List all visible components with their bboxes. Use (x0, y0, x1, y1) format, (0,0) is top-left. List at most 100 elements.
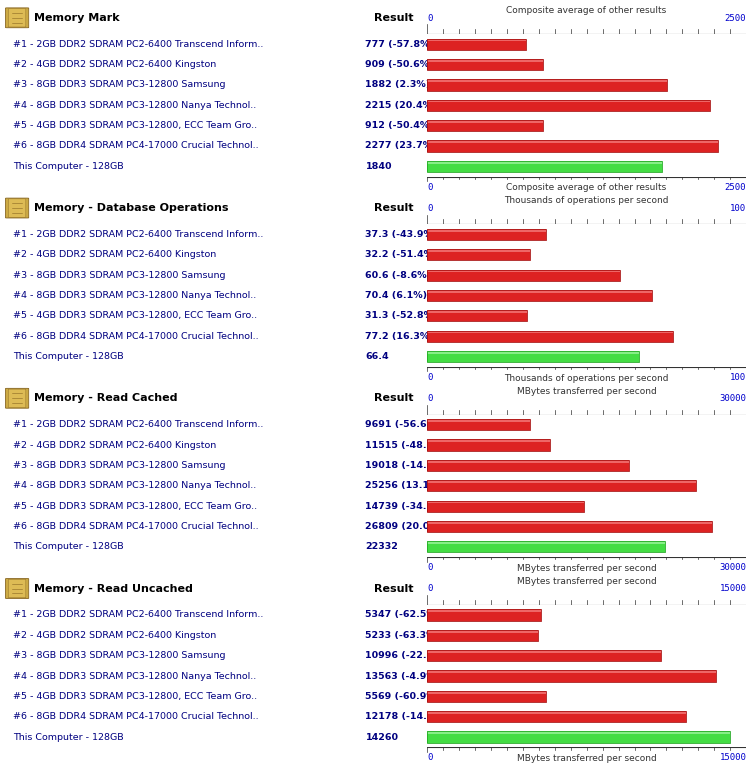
Bar (427, 521, 712, 523)
Text: 9691 (-56.6%): 9691 (-56.6%) (365, 420, 441, 429)
Bar (427, 711, 686, 722)
FancyBboxPatch shape (5, 198, 28, 218)
Bar (427, 351, 639, 354)
Bar (427, 160, 662, 172)
Text: #5 - 4GB DDR3 SDRAM PC3-12800, ECC Team Gro..: #5 - 4GB DDR3 SDRAM PC3-12800, ECC Team … (13, 121, 256, 130)
Text: 0: 0 (427, 183, 432, 192)
FancyBboxPatch shape (5, 8, 28, 28)
Bar (427, 419, 530, 430)
Bar (427, 500, 584, 503)
Text: #3 - 8GB DDR3 SDRAM PC3-12800 Samsung: #3 - 8GB DDR3 SDRAM PC3-12800 Samsung (13, 461, 225, 470)
Bar (427, 670, 716, 673)
Text: #1 - 2GB DDR2 SDRAM PC2-6400 Transcend Inform..: #1 - 2GB DDR2 SDRAM PC2-6400 Transcend I… (13, 610, 263, 620)
Text: 30000: 30000 (719, 563, 746, 572)
Text: #6 - 8GB DDR4 SDRAM PC4-17000 Crucial Technol..: #6 - 8GB DDR4 SDRAM PC4-17000 Crucial Te… (13, 332, 258, 341)
Text: #1 - 2GB DDR2 SDRAM PC2-6400 Transcend Inform..: #1 - 2GB DDR2 SDRAM PC2-6400 Transcend I… (13, 230, 263, 239)
Text: #2 - 4GB DDR2 SDRAM PC2-6400 Kingston: #2 - 4GB DDR2 SDRAM PC2-6400 Kingston (13, 441, 216, 449)
Bar (427, 229, 546, 231)
Bar (427, 160, 662, 163)
Text: #6 - 8GB DDR4 SDRAM PC4-17000 Crucial Technol..: #6 - 8GB DDR4 SDRAM PC4-17000 Crucial Te… (13, 141, 258, 151)
FancyBboxPatch shape (8, 579, 26, 597)
Text: 2215 (20.4%): 2215 (20.4%) (365, 101, 437, 110)
Text: 22332: 22332 (365, 542, 398, 552)
Text: 0: 0 (427, 394, 432, 403)
Text: 19018 (-14.8%): 19018 (-14.8%) (365, 461, 448, 470)
Text: Result: Result (374, 203, 413, 213)
Text: Composite average of other results: Composite average of other results (506, 6, 667, 15)
Bar (427, 610, 541, 620)
Bar (427, 229, 546, 240)
Bar (427, 480, 696, 491)
Bar (427, 39, 526, 50)
Bar (427, 290, 652, 293)
Bar (427, 39, 526, 41)
Bar (427, 731, 730, 734)
Bar (427, 310, 527, 322)
Bar (427, 480, 696, 483)
Bar (427, 120, 544, 131)
Bar (427, 500, 584, 512)
Text: Thousands of operations per second: Thousands of operations per second (504, 374, 669, 383)
Bar (427, 290, 652, 301)
Bar (427, 630, 538, 641)
Bar (427, 99, 710, 102)
Text: 25256 (13.1%): 25256 (13.1%) (365, 481, 443, 490)
Text: Result: Result (374, 393, 413, 403)
Text: 2500: 2500 (724, 14, 746, 23)
Bar (427, 59, 543, 70)
Text: Result: Result (374, 13, 413, 23)
Text: 777 (-57.8%): 777 (-57.8%) (365, 40, 434, 49)
Bar (427, 650, 661, 662)
Bar (427, 419, 530, 430)
Text: #2 - 4GB DDR2 SDRAM PC2-6400 Kingston: #2 - 4GB DDR2 SDRAM PC2-6400 Kingston (13, 631, 216, 639)
Bar (427, 351, 639, 362)
Bar (427, 670, 716, 681)
Text: #3 - 8GB DDR3 SDRAM PC3-12800 Samsung: #3 - 8GB DDR3 SDRAM PC3-12800 Samsung (13, 270, 225, 280)
Bar (427, 630, 538, 641)
Text: 37.3 (-43.9%): 37.3 (-43.9%) (365, 230, 438, 239)
Bar (427, 460, 629, 471)
Text: 0: 0 (427, 204, 432, 213)
Text: #3 - 8GB DDR3 SDRAM PC3-12800 Samsung: #3 - 8GB DDR3 SDRAM PC3-12800 Samsung (13, 80, 225, 89)
Text: This Computer - 128GB: This Computer - 128GB (13, 733, 123, 742)
Bar (427, 650, 661, 662)
Bar (427, 141, 718, 143)
Bar (427, 610, 541, 612)
Text: This Computer - 128GB: This Computer - 128GB (13, 352, 123, 361)
Bar (427, 439, 550, 451)
Text: #6 - 8GB DDR4 SDRAM PC4-17000 Crucial Technol..: #6 - 8GB DDR4 SDRAM PC4-17000 Crucial Te… (13, 712, 258, 721)
Text: 32.2 (-51.4%): 32.2 (-51.4%) (365, 251, 438, 259)
Bar (427, 331, 674, 342)
Bar (427, 79, 668, 83)
Bar (427, 120, 544, 131)
Bar (427, 541, 664, 544)
Text: MBytes transferred per second: MBytes transferred per second (517, 564, 656, 573)
Text: 100: 100 (730, 373, 746, 382)
Text: 2277 (23.7%): 2277 (23.7%) (365, 141, 437, 151)
Text: Thousands of operations per second: Thousands of operations per second (504, 196, 669, 206)
Text: MBytes transferred per second: MBytes transferred per second (517, 577, 656, 586)
FancyBboxPatch shape (8, 199, 26, 217)
Bar (427, 439, 550, 442)
Bar (427, 541, 664, 552)
Text: #2 - 4GB DDR2 SDRAM PC2-6400 Kingston: #2 - 4GB DDR2 SDRAM PC2-6400 Kingston (13, 251, 216, 259)
Text: 14260: 14260 (365, 733, 398, 742)
Text: 0: 0 (427, 753, 432, 762)
Text: #5 - 4GB DDR3 SDRAM PC3-12800, ECC Team Gro..: #5 - 4GB DDR3 SDRAM PC3-12800, ECC Team … (13, 692, 256, 701)
Bar (427, 731, 730, 743)
Text: 5233 (-63.3%): 5233 (-63.3%) (365, 631, 440, 639)
Text: 0: 0 (427, 563, 432, 572)
Text: 0: 0 (427, 14, 432, 23)
Bar (427, 141, 718, 151)
Bar (427, 79, 668, 91)
Text: 2500: 2500 (724, 183, 746, 192)
Bar (427, 120, 544, 123)
Bar (427, 670, 716, 681)
Bar (427, 99, 710, 111)
Text: #4 - 8GB DDR3 SDRAM PC3-12800 Nanya Technol..: #4 - 8GB DDR3 SDRAM PC3-12800 Nanya Tech… (13, 291, 256, 300)
Text: 15000: 15000 (719, 753, 746, 762)
Text: #1 - 2GB DDR2 SDRAM PC2-6400 Transcend Inform..: #1 - 2GB DDR2 SDRAM PC2-6400 Transcend I… (13, 420, 263, 429)
Bar (427, 351, 639, 362)
Text: 11515 (-48.4%): 11515 (-48.4%) (365, 441, 448, 449)
Bar (427, 691, 545, 702)
